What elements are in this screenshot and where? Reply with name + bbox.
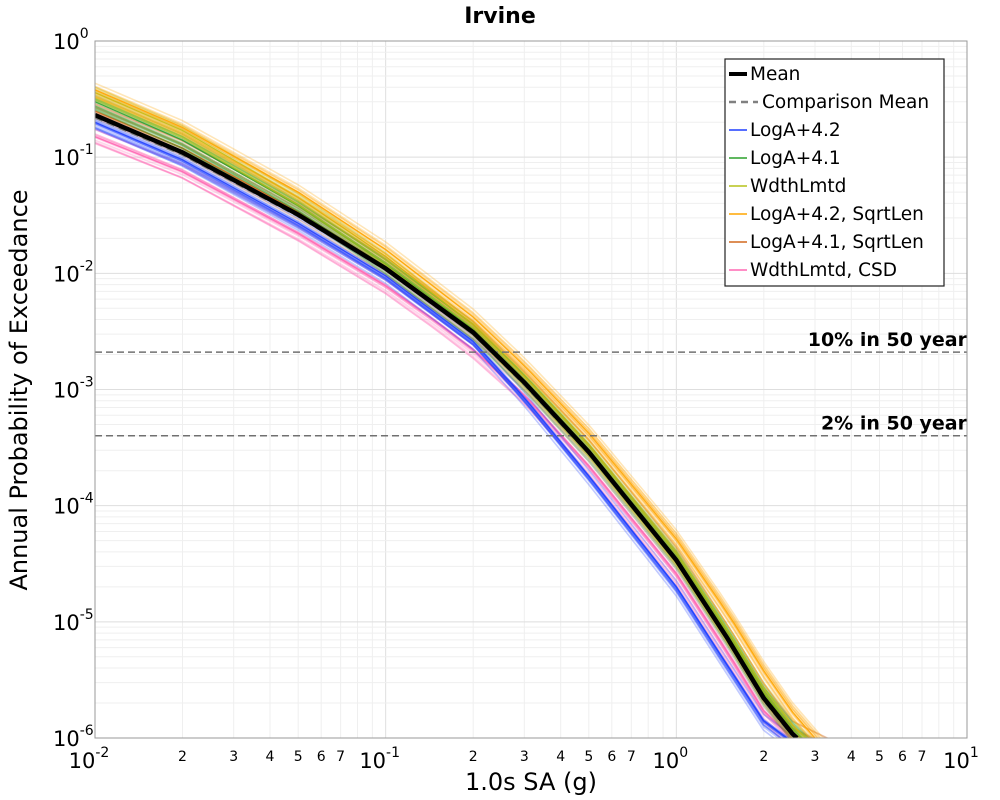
x-minor-tick-label: 3 bbox=[229, 749, 238, 765]
x-minor-tick-label: 4 bbox=[847, 749, 856, 765]
branch-curve bbox=[95, 86, 809, 738]
x-tick-label: 10-2 bbox=[69, 745, 110, 773]
branch-curve bbox=[95, 92, 812, 738]
legend-label: LogA+4.1 bbox=[750, 148, 841, 169]
branch-curve-center bbox=[95, 136, 793, 738]
branch-curve bbox=[95, 122, 780, 738]
branch-group bbox=[95, 128, 808, 738]
branch-curve bbox=[95, 121, 783, 738]
branch-curve bbox=[95, 103, 829, 738]
x-minor-tick-label: 2 bbox=[469, 749, 478, 765]
legend-label: LogA+4.1, SqrtLen bbox=[750, 232, 924, 253]
branch-curve bbox=[95, 135, 790, 738]
x-minor-tick-label: 7 bbox=[336, 749, 345, 765]
x-minor-tick-label: 4 bbox=[556, 749, 565, 765]
legend-label: LogA+4.2, SqrtLen bbox=[750, 204, 924, 225]
reference-line-label: 2% in 50 year bbox=[821, 413, 968, 435]
branch-curve bbox=[95, 95, 804, 738]
branch-curve bbox=[95, 128, 797, 738]
y-axis-ticks: 100 10-1 10-2 10-3 10-4 10-5 10-6 bbox=[53, 26, 94, 751]
branch-curve-center bbox=[95, 121, 788, 738]
x-minor-tick-label: 6 bbox=[898, 749, 907, 765]
x-tick-label: 101 bbox=[943, 745, 979, 773]
branch-curve bbox=[95, 91, 814, 738]
branch-curve-center bbox=[95, 91, 808, 738]
x-minor-tick-label: 4 bbox=[266, 749, 275, 765]
branch-curve-center bbox=[95, 89, 816, 738]
branch-curve bbox=[95, 94, 810, 738]
x-minor-tick-label: 6 bbox=[607, 749, 616, 765]
y-tick-label: 100 bbox=[53, 26, 89, 54]
branch-curve bbox=[95, 85, 821, 738]
x-tick-label: 10-1 bbox=[359, 745, 400, 773]
legend-label: WdthLmtd bbox=[750, 176, 846, 197]
x-tick-label: 100 bbox=[653, 745, 689, 773]
mean-curves bbox=[95, 113, 799, 738]
legend-label: Mean bbox=[750, 64, 800, 85]
branch-group bbox=[95, 82, 825, 738]
reference-line-label: 10% in 50 year bbox=[808, 329, 968, 351]
legend: Mean Comparison Mean LogA+4.2 LogA+4.1 WdthL… bbox=[724, 58, 945, 287]
branch-curve bbox=[95, 86, 819, 738]
branch-curve bbox=[95, 95, 815, 738]
branch-curve bbox=[95, 123, 783, 738]
y-tick-label: 10-3 bbox=[53, 375, 94, 403]
x-axis-label: 1.0s SA (g) bbox=[465, 768, 597, 796]
branch-curve bbox=[95, 128, 787, 738]
x-minor-tick-label: 3 bbox=[520, 749, 529, 765]
legend-box bbox=[724, 58, 945, 287]
branch-curve bbox=[95, 88, 822, 738]
branch-curve bbox=[95, 142, 783, 738]
x-minor-tick-label: 7 bbox=[918, 749, 927, 765]
y-tick-label: 10-2 bbox=[53, 258, 94, 286]
branch-curve bbox=[95, 82, 825, 738]
mean-line bbox=[95, 113, 799, 738]
x-minor-tick-label: 2 bbox=[178, 749, 187, 765]
comparison-mean-line bbox=[95, 116, 798, 738]
plot-area-frame bbox=[94, 40, 968, 739]
branch-curve bbox=[95, 127, 776, 738]
branch-curve bbox=[95, 95, 816, 738]
branch-curve bbox=[95, 90, 814, 738]
grid bbox=[95, 41, 967, 738]
branch-curve bbox=[95, 141, 782, 738]
branch-curve bbox=[95, 107, 814, 738]
branch-curve bbox=[95, 122, 782, 738]
x-minor-tick-label: 5 bbox=[875, 749, 884, 765]
branch-curve bbox=[95, 117, 791, 738]
chart-title: Irvine bbox=[464, 4, 536, 29]
y-tick-label: 10-4 bbox=[53, 491, 94, 519]
x-minor-tick-label: 6 bbox=[317, 749, 326, 765]
legend-label: LogA+4.2 bbox=[750, 120, 841, 141]
reference-lines: 10% in 50 year 2% in 50 year bbox=[95, 329, 968, 437]
legend-label: Comparison Mean bbox=[762, 92, 929, 113]
branch-curve bbox=[95, 142, 792, 738]
x-minor-tick-label: 3 bbox=[811, 749, 820, 765]
legend-label: WdthLmtd, CSD bbox=[750, 260, 897, 281]
y-tick-label: 10-6 bbox=[53, 723, 94, 751]
branch-curve bbox=[95, 96, 811, 738]
branch-curve bbox=[95, 109, 793, 738]
branch-curve bbox=[95, 127, 786, 738]
branch-curve bbox=[95, 142, 786, 738]
branch-curve bbox=[95, 95, 805, 738]
x-minor-tick-label: 5 bbox=[294, 749, 303, 765]
y-tick-label: 10-1 bbox=[53, 142, 94, 170]
branch-group bbox=[95, 117, 797, 738]
branch-curve bbox=[95, 89, 804, 738]
y-tick-label: 10-5 bbox=[53, 607, 94, 635]
x-minor-tick-label: 7 bbox=[627, 749, 636, 765]
y-axis-label: Annual Probability of Exceedance bbox=[5, 189, 33, 590]
x-minor-tick-label: 5 bbox=[584, 749, 593, 765]
x-minor-tick-label: 2 bbox=[759, 749, 768, 765]
